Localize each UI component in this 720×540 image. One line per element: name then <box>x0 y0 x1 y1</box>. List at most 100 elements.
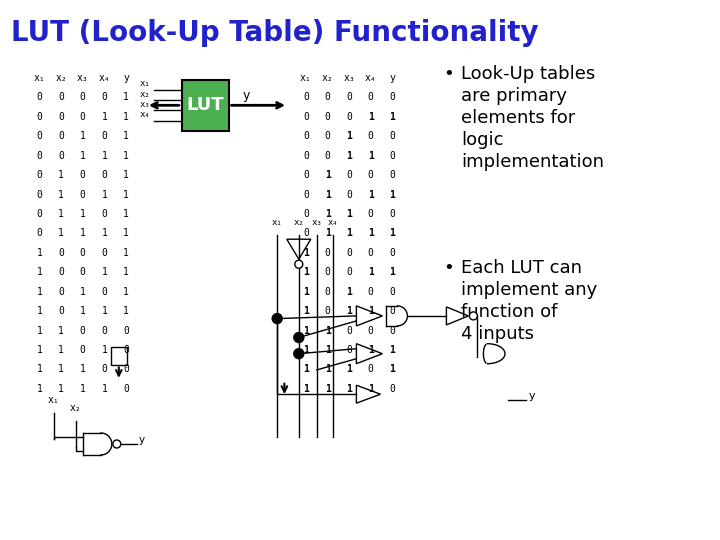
Text: 1: 1 <box>37 287 42 297</box>
Text: 1: 1 <box>303 345 309 355</box>
Text: 0: 0 <box>102 170 107 180</box>
Circle shape <box>469 312 477 320</box>
Text: x₂: x₂ <box>55 73 67 83</box>
Text: 1: 1 <box>80 131 86 141</box>
Text: 0: 0 <box>390 287 395 297</box>
Text: 1: 1 <box>80 228 86 239</box>
Text: 1: 1 <box>37 248 42 258</box>
Circle shape <box>113 440 121 448</box>
Text: 1: 1 <box>368 151 374 161</box>
Text: 1: 1 <box>37 345 42 355</box>
Text: 1: 1 <box>123 190 129 200</box>
Text: 1: 1 <box>58 209 64 219</box>
Text: 1: 1 <box>325 345 330 355</box>
Text: 1: 1 <box>123 209 129 219</box>
Text: 0: 0 <box>346 92 352 103</box>
Text: 1: 1 <box>303 267 309 278</box>
Text: 0: 0 <box>123 326 129 336</box>
Text: 1: 1 <box>102 190 107 200</box>
Text: 1: 1 <box>37 326 42 336</box>
Text: 0: 0 <box>368 326 374 336</box>
Text: 1: 1 <box>80 287 86 297</box>
Text: 0: 0 <box>80 170 86 180</box>
Text: x₂: x₂ <box>70 403 81 413</box>
Text: 0: 0 <box>325 131 330 141</box>
Text: 1: 1 <box>325 190 330 200</box>
Text: 0: 0 <box>102 209 107 219</box>
Text: 0: 0 <box>37 170 42 180</box>
Text: y: y <box>390 73 395 83</box>
Text: y: y <box>243 89 250 102</box>
Text: x₄: x₄ <box>140 110 150 119</box>
Text: 0: 0 <box>390 209 395 219</box>
Text: implementation: implementation <box>461 153 604 171</box>
Text: 0: 0 <box>368 209 374 219</box>
Text: 0: 0 <box>80 112 86 122</box>
Text: 0: 0 <box>58 151 64 161</box>
Text: 1: 1 <box>102 384 107 394</box>
Text: 1: 1 <box>390 267 395 278</box>
Text: 0: 0 <box>325 287 330 297</box>
Text: 0: 0 <box>303 151 309 161</box>
Text: Look-Up tables: Look-Up tables <box>461 65 595 83</box>
Text: 1: 1 <box>390 190 395 200</box>
Text: 0: 0 <box>102 364 107 375</box>
Text: 0: 0 <box>390 92 395 103</box>
Text: 0: 0 <box>58 287 64 297</box>
Text: 1: 1 <box>58 228 64 239</box>
Text: 1: 1 <box>123 112 129 122</box>
Text: logic: logic <box>461 131 503 149</box>
Text: 0: 0 <box>80 248 86 258</box>
Text: LUT (Look-Up Table) Functionality: LUT (Look-Up Table) Functionality <box>11 19 539 47</box>
Circle shape <box>294 349 304 359</box>
Text: 0: 0 <box>80 326 86 336</box>
Text: 0: 0 <box>368 92 374 103</box>
Text: 1: 1 <box>346 287 352 297</box>
Text: x₁: x₁ <box>272 218 282 227</box>
Text: 0: 0 <box>58 248 64 258</box>
Text: y: y <box>139 435 145 445</box>
Text: x₄: x₄ <box>99 73 110 83</box>
Text: 1: 1 <box>123 92 129 103</box>
Text: 0: 0 <box>123 364 129 375</box>
Text: 1: 1 <box>303 364 309 375</box>
Text: 1: 1 <box>368 112 374 122</box>
Text: 0: 0 <box>346 248 352 258</box>
Text: 0: 0 <box>390 248 395 258</box>
Text: 1: 1 <box>102 306 107 316</box>
Text: 0: 0 <box>58 92 64 103</box>
Text: 0: 0 <box>346 190 352 200</box>
Text: 1: 1 <box>325 384 330 394</box>
Text: y: y <box>123 73 129 83</box>
Text: 0: 0 <box>325 267 330 278</box>
Text: 0: 0 <box>80 345 86 355</box>
Text: elements for: elements for <box>461 109 575 127</box>
Text: 1: 1 <box>346 364 352 375</box>
Text: 1: 1 <box>123 151 129 161</box>
Text: 1: 1 <box>123 287 129 297</box>
Text: 0: 0 <box>303 131 309 141</box>
Text: 1: 1 <box>368 384 374 394</box>
Text: 1: 1 <box>80 209 86 219</box>
Circle shape <box>272 314 282 323</box>
Text: 1: 1 <box>325 209 330 219</box>
Text: 1: 1 <box>325 364 330 375</box>
Text: 0: 0 <box>346 267 352 278</box>
Text: 1: 1 <box>80 364 86 375</box>
Text: x₃: x₃ <box>77 73 89 83</box>
Text: 0: 0 <box>346 326 352 336</box>
Text: 1: 1 <box>325 228 330 239</box>
Text: 0: 0 <box>368 287 374 297</box>
Text: 0: 0 <box>303 209 309 219</box>
Text: x₃: x₃ <box>343 73 355 83</box>
Text: 1: 1 <box>123 131 129 141</box>
Text: 1: 1 <box>37 384 42 394</box>
Text: 0: 0 <box>80 190 86 200</box>
Text: 1: 1 <box>368 345 374 355</box>
Text: 0: 0 <box>80 267 86 278</box>
Text: x₁: x₁ <box>300 73 312 83</box>
Text: 0: 0 <box>325 248 330 258</box>
Text: 1: 1 <box>325 326 330 336</box>
Text: x₂: x₂ <box>140 90 150 99</box>
Text: x₄: x₄ <box>365 73 377 83</box>
